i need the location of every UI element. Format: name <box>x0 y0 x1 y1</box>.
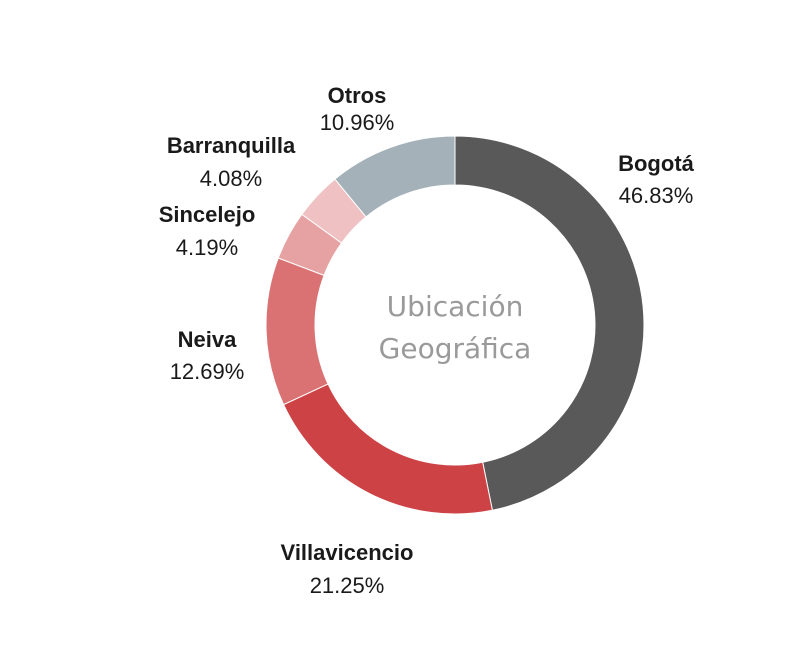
slice-label-sincelejo: Sincelejo <box>159 202 256 227</box>
slice-otros <box>334 135 456 218</box>
slice-label-otros: Otros <box>328 83 387 108</box>
slices-layer <box>265 135 645 515</box>
slice-label-villavicencio: Villavicencio <box>281 540 414 565</box>
slice-value-otros: 10.96% <box>320 110 395 135</box>
slice-value-barranquilla: 4.08% <box>200 166 262 191</box>
center-label-line-1: Ubicación <box>387 290 524 323</box>
slice-bogota <box>454 135 645 511</box>
slice-value-sincelejo: 4.19% <box>176 235 238 260</box>
slice-value-villavicencio: 21.25% <box>310 573 385 598</box>
slice-label-barranquilla: Barranquilla <box>167 133 296 158</box>
slice-neiva <box>265 257 329 406</box>
slice-label-neiva: Neiva <box>178 327 237 352</box>
labels-layer: Bogotá 46.83% Villavicencio 21.25% Neiva 12.6… <box>159 83 695 598</box>
slice-value-neiva: 12.69% <box>170 359 245 384</box>
slice-label-bogota: Bogotá <box>618 151 695 176</box>
center-label-line-2: Geográfica <box>379 332 532 365</box>
slice-value-bogota: 46.83% <box>619 183 694 208</box>
slice-villavicencio <box>282 383 493 515</box>
